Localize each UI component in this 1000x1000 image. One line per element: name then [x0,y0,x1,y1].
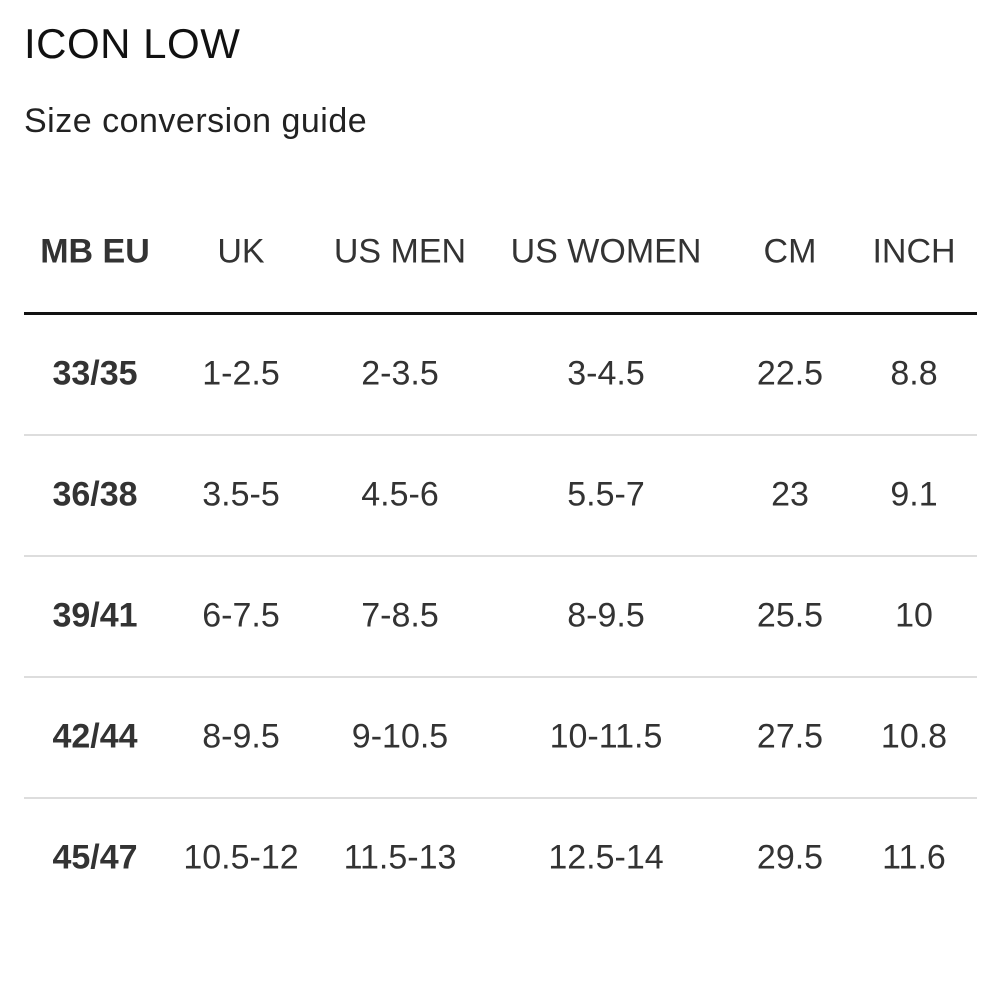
table-cell: 39/41 [52,596,138,635]
column-header: US MEN [333,232,467,271]
title: ICON LOW [24,20,241,67]
table-cell: 1-2.5 [202,354,280,393]
table-cell: 7-8.5 [361,596,439,635]
table-cell: 9.1 [890,475,938,514]
column-header: INCH [872,232,956,271]
table-cell: 3-4.5 [567,354,645,393]
table-cell: 11.6 [882,838,946,877]
column-header: MB EU [40,232,150,271]
table-cell: 8.8 [890,354,938,393]
table-cell: 23 [771,475,809,514]
table-cell: 29.5 [756,838,824,877]
table-cell: 5.5-7 [567,475,645,514]
row-divider [24,434,977,436]
table-cell: 10-11.5 [549,717,663,756]
table-cell: 45/47 [52,838,138,877]
table-cell: 3.5-5 [202,475,280,514]
subtitle: Size conversion guide [24,102,368,140]
table-cell: 6-7.5 [202,596,280,635]
column-header: UK [217,232,265,271]
table-cell: 8-9.5 [202,717,280,756]
row-divider [24,676,977,678]
table-cell: 12.5-14 [548,838,664,877]
table-cell: 2-3.5 [361,354,439,393]
row-divider [24,555,977,557]
table-cell: 42/44 [52,717,138,756]
table-cell: 27.5 [756,717,824,756]
table-cell: 25.5 [756,596,824,635]
table-cell: 10.5-12 [183,838,299,877]
row-divider [24,797,977,799]
table-cell: 4.5-6 [361,475,439,514]
table-cell: 11.5-13 [343,838,457,877]
table-cell: 8-9.5 [567,596,645,635]
header-rule [24,312,977,315]
table-cell: 10 [895,596,933,635]
table-cell: 22.5 [756,354,824,393]
column-header: US WOMEN [510,232,702,271]
column-header: CM [763,232,817,271]
table-cell: 10.8 [880,717,948,756]
table-cell: 33/35 [52,354,138,393]
table-cell: 9-10.5 [351,717,449,756]
table-cell: 36/38 [52,475,138,514]
